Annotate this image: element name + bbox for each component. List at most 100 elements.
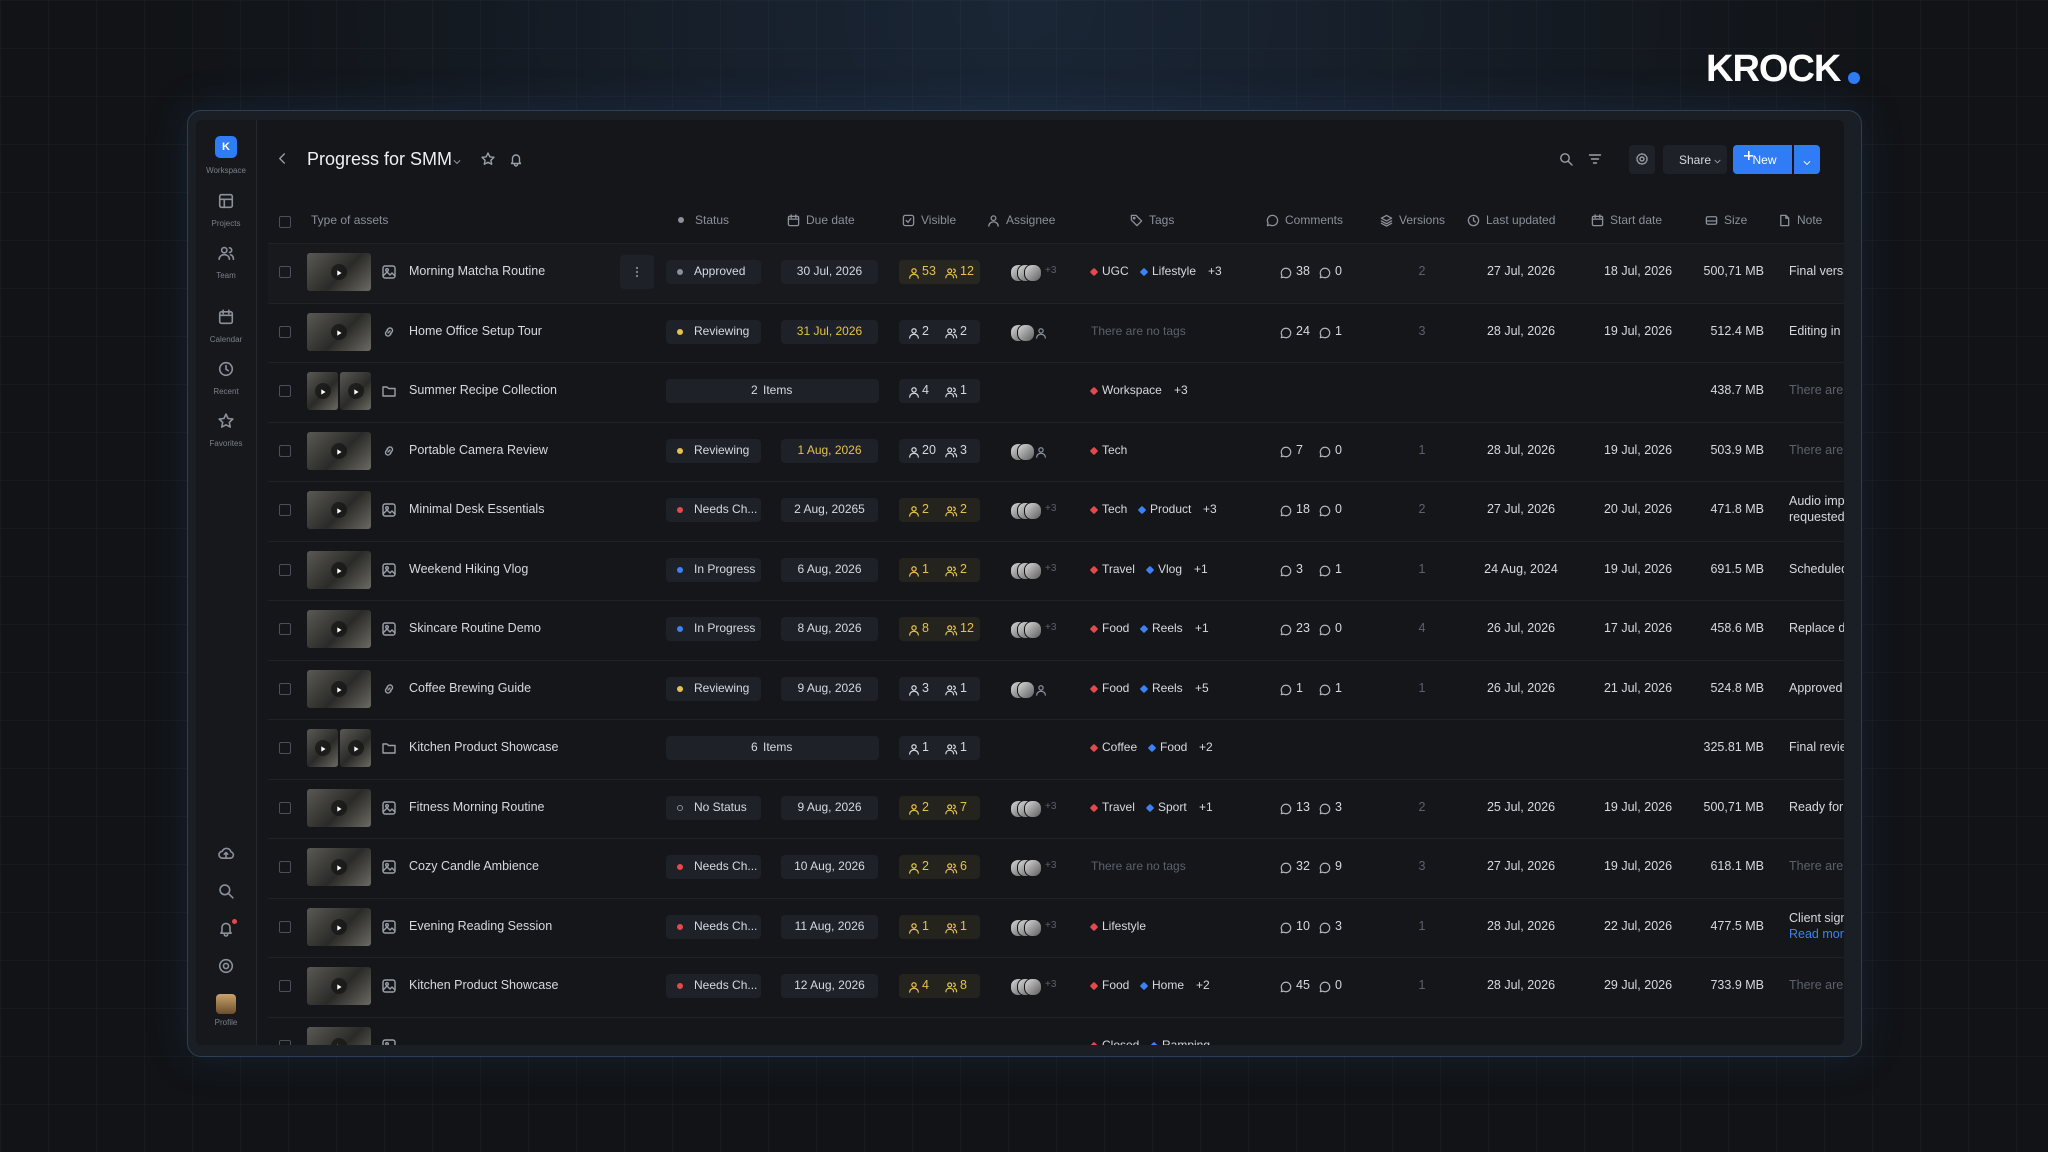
asset-name[interactable]: Evening Reading Session xyxy=(409,918,553,933)
row-checkbox[interactable] xyxy=(279,325,291,338)
row-checkbox[interactable] xyxy=(279,1039,291,1045)
asset-name[interactable]: Portable Camera Review xyxy=(409,442,548,457)
share-button[interactable]: Share xyxy=(1663,145,1727,174)
tags-more: +1 xyxy=(1195,621,1209,635)
visible-count: 1 xyxy=(922,740,929,754)
asset-name[interactable]: Kitchen Product Showcase xyxy=(409,978,559,992)
path-shape xyxy=(945,506,958,517)
asset-name[interactable]: Skincare Routine Demo xyxy=(409,621,542,635)
column-header[interactable]: Note xyxy=(1797,213,1823,227)
svg-shape xyxy=(1636,153,1648,165)
sidebar-label[interactable]: Team xyxy=(216,271,236,280)
svg-shape xyxy=(218,958,234,973)
row-checkbox[interactable] xyxy=(279,444,291,457)
read-more-link[interactable]: Read more xyxy=(1789,926,1844,941)
svg-shape xyxy=(337,508,342,514)
rect-shape xyxy=(218,311,234,325)
new-button[interactable]: New xyxy=(1733,145,1792,174)
sidebar-label[interactable]: Workspace xyxy=(206,166,246,175)
asset-name[interactable]: Summer Recipe Collection xyxy=(409,383,557,397)
tag-label: Travel xyxy=(1102,799,1135,814)
svg-shape xyxy=(909,803,919,815)
column-header[interactable]: Versions xyxy=(1399,213,1446,227)
sidebar-label[interactable]: Calendar xyxy=(209,335,243,344)
due-pill xyxy=(781,676,878,701)
row-checkbox[interactable] xyxy=(279,504,291,516)
column-header[interactable]: Size xyxy=(1724,213,1748,227)
svg-shape xyxy=(909,446,919,458)
assignee-avatar xyxy=(1024,799,1042,818)
status-dot xyxy=(677,923,683,930)
asset-name[interactable]: Weekend Hiking Vlog xyxy=(409,561,529,576)
visible-group-count: 2 xyxy=(960,561,967,576)
column-header[interactable]: Type of assets xyxy=(311,213,389,227)
path-shape xyxy=(382,925,396,932)
column-header[interactable]: Comments xyxy=(1285,213,1344,227)
svg-shape xyxy=(337,448,342,455)
path-shape xyxy=(1280,684,1292,695)
column-header[interactable]: Due date xyxy=(806,213,855,227)
due-pill xyxy=(781,557,878,582)
sidebar-label[interactable]: Favorites xyxy=(209,439,243,448)
column-header[interactable]: Tags xyxy=(1149,213,1175,227)
row-checkbox[interactable] xyxy=(279,623,291,635)
versions: 3 xyxy=(1418,859,1426,873)
row-checkbox[interactable] xyxy=(279,920,291,933)
new-dropdown[interactable] xyxy=(1794,145,1820,174)
sidebar-label[interactable]: Profile xyxy=(214,1018,238,1027)
settings-button[interactable] xyxy=(1629,145,1655,174)
asset-name[interactable]: Cozy Candle Ambience xyxy=(409,859,539,873)
path-shape xyxy=(384,445,394,456)
sidebar-label[interactable]: Projects xyxy=(211,219,241,228)
table-row xyxy=(268,362,1844,422)
asset-name[interactable]: Kitchen Product Showcase xyxy=(409,740,559,754)
asset-name[interactable]: Fitness Morning Routine xyxy=(409,799,545,814)
column-icon xyxy=(987,214,1000,227)
reply-icon xyxy=(1319,623,1331,636)
column-header[interactable]: Visible xyxy=(921,213,957,227)
asset-name[interactable]: Minimal Desk Essentials xyxy=(409,502,545,516)
svg-shape xyxy=(218,193,234,209)
select-all-checkbox[interactable] xyxy=(279,216,291,228)
row-checkbox[interactable] xyxy=(279,801,291,814)
svg-shape xyxy=(1714,159,1721,164)
path-shape xyxy=(1130,214,1143,227)
svg-shape xyxy=(909,863,919,874)
column-header[interactable]: Start date xyxy=(1610,213,1663,227)
sidebar-tool-icon xyxy=(218,920,234,937)
path-shape xyxy=(945,863,958,874)
circle-shape xyxy=(385,625,389,629)
tag-label: Travel xyxy=(1102,561,1135,576)
path-shape xyxy=(337,508,342,514)
circle-shape xyxy=(218,361,234,377)
path-shape xyxy=(353,746,359,752)
row-checkbox[interactable] xyxy=(279,563,291,576)
tag-label: Reels xyxy=(1152,680,1183,695)
row-checkbox[interactable] xyxy=(279,861,291,873)
svg-shape xyxy=(382,503,396,517)
comment-count: 7 xyxy=(1296,442,1303,457)
column-header[interactable]: Last updated xyxy=(1486,213,1556,227)
row-checkbox[interactable] xyxy=(279,385,291,397)
svg-shape xyxy=(1560,153,1573,166)
asset-type-icon xyxy=(382,325,396,339)
visible-group-count: 6 xyxy=(960,859,967,873)
asset-name[interactable]: Coffee Brewing Guide xyxy=(409,680,532,695)
assignee-more: +3 xyxy=(1045,503,1057,514)
column-header[interactable]: Assignee xyxy=(1006,213,1056,227)
asset-name[interactable]: Home Office Setup Tour xyxy=(409,323,542,338)
visible-group-count: 7 xyxy=(960,799,967,814)
reply-icon xyxy=(1319,564,1331,576)
path-shape xyxy=(1588,154,1602,164)
sidebar-label[interactable]: Recent xyxy=(213,387,239,396)
asset-name[interactable]: Morning Matcha Routine xyxy=(409,264,546,278)
column-header[interactable]: Status xyxy=(695,213,730,227)
rect-shape xyxy=(787,215,800,227)
row-checkbox[interactable] xyxy=(279,266,291,278)
row-checkbox[interactable] xyxy=(279,742,291,754)
row-checkbox[interactable] xyxy=(279,980,291,992)
svg-shape xyxy=(382,386,396,397)
add-assignee-icon xyxy=(1035,445,1047,458)
svg-shape xyxy=(636,267,638,277)
row-checkbox[interactable] xyxy=(279,682,291,695)
